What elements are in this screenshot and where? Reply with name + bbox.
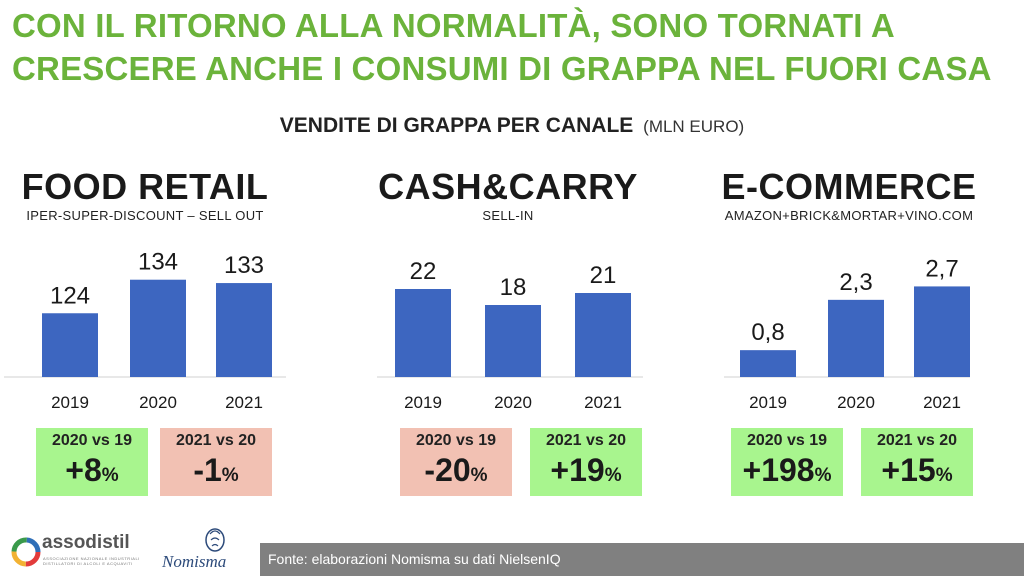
x-tick-label: 2021 (923, 393, 961, 412)
x-tick-label: 2021 (584, 393, 622, 412)
growth-badge: 2020 vs 19 +8% (36, 428, 148, 496)
bar-chart-cash-carry: 22 2019 18 2020 21 2021 (377, 258, 643, 412)
badge-value: -20% (400, 452, 512, 494)
badge-percent: % (935, 465, 953, 486)
badge-value: +15% (861, 452, 973, 494)
badge-label: 2021 vs 20 (876, 432, 958, 449)
data-label: 22 (410, 258, 437, 285)
badge-percent: % (221, 465, 239, 486)
data-label: 0,8 (751, 319, 784, 346)
badge-number: +15 (881, 452, 936, 488)
page-headline: CON IL RITORNO ALLA NORMALITÀ, SONO TORN… (12, 4, 1012, 90)
x-tick-label: 2020 (494, 393, 532, 412)
badge-value: +19% (530, 452, 642, 494)
bar-2020 (130, 279, 186, 377)
data-label: 2,7 (925, 255, 958, 282)
source-footer: Fonte: elaborazioni Nomisma su dati Niel… (260, 543, 1024, 576)
badge-number: +198 (742, 452, 815, 488)
bar-2021 (575, 293, 631, 377)
badge-number: +19 (550, 452, 605, 488)
growth-badge: 2021 vs 20 +19% (530, 428, 642, 496)
bar-2021 (914, 286, 970, 377)
growth-badge: 2020 vs 19 +198% (731, 428, 843, 496)
panel-title: E-COMMERCE (721, 166, 977, 207)
growth-badge: 2020 vs 19 -20% (400, 428, 512, 496)
badge-label: 2020 vs 19 (51, 432, 133, 449)
panel-e-commerce: E-COMMERCE AMAZON+BRICK&MORTAR+VINO.COM … (704, 166, 994, 506)
bar-2020 (828, 299, 884, 377)
headline-line-2: CRESCERE ANCHE I CONSUMI DI GRAPPA NEL F… (12, 50, 992, 87)
bar-2019 (42, 313, 98, 377)
x-tick-label: 2021 (225, 393, 263, 412)
badge-value: +198% (731, 452, 843, 494)
panel-title: FOOD RETAIL (21, 166, 269, 207)
growth-badge: 2021 vs 20 +15% (861, 428, 973, 496)
bar-2020 (485, 305, 541, 377)
x-tick-label: 2019 (51, 393, 89, 412)
data-label: 18 (500, 274, 527, 301)
x-tick-label: 2020 (139, 393, 177, 412)
headline-line-1: CON IL RITORNO ALLA NORMALITÀ, SONO TORN… (12, 7, 895, 44)
badge-value: +8% (36, 452, 148, 494)
panel-food-retail: FOOD RETAIL IPER-SUPER-DISCOUNT – SELL O… (0, 166, 290, 506)
badge-value: -1% (160, 452, 272, 494)
assodistil-logo: assodistil ASSOCIAZIONE NAZIONALE INDUST… (8, 526, 158, 572)
assodistil-tagline: ASSOCIAZIONE NAZIONALE INDUSTRIALI DISTI… (43, 556, 140, 566)
nomisma-emblem-icon (205, 528, 225, 552)
bar-2019 (740, 350, 796, 377)
bar-chart-e-commerce: 0,8 2019 2,3 2020 2,7 2021 (724, 255, 970, 412)
badge-label: 2020 vs 19 (746, 432, 828, 449)
bar-2021 (216, 283, 272, 377)
badge-label: 2020 vs 19 (415, 432, 497, 449)
growth-badge: 2021 vs 20 -1% (160, 428, 272, 496)
source-text: Fonte: elaborazioni Nomisma su dati Niel… (268, 551, 561, 567)
panel-title: CASH&CARRY (378, 166, 638, 207)
badge-percent: % (101, 465, 119, 486)
badge-percent: % (604, 465, 622, 486)
badge-number: +8 (65, 452, 102, 488)
chart-section-title: VENDITE DI GRAPPA PER CANALE (MLN EURO) (0, 114, 1024, 138)
data-label: 21 (590, 262, 617, 289)
assodistil-wordmark: assodistil (42, 532, 130, 553)
panel-subtitle: AMAZON+BRICK&MORTAR+VINO.COM (724, 208, 974, 223)
badge-percent: % (470, 465, 488, 486)
data-label: 124 (50, 282, 90, 309)
nomisma-wordmark: Nomisma (162, 552, 227, 571)
x-tick-label: 2019 (749, 393, 787, 412)
bar-2019 (395, 289, 451, 377)
badge-label: 2021 vs 20 (545, 432, 627, 449)
x-tick-label: 2020 (837, 393, 875, 412)
badge-number: -20 (424, 452, 471, 488)
panel-subtitle: SELL-IN (482, 208, 534, 223)
section-title-unit: (MLN EURO) (643, 117, 745, 136)
nomisma-logo: Nomisma (160, 526, 250, 574)
bar-chart-food-retail: 124 2019 134 2020 133 2021 (4, 249, 286, 412)
x-tick-label: 2019 (404, 393, 442, 412)
section-title-text: VENDITE DI GRAPPA PER CANALE (279, 114, 634, 137)
badge-number: -1 (193, 452, 222, 488)
badge-label: 2021 vs 20 (175, 432, 257, 449)
data-label: 2,3 (839, 269, 872, 296)
assodistil-emblem-icon (11, 537, 41, 567)
panel-subtitle: IPER-SUPER-DISCOUNT – SELL OUT (26, 208, 264, 223)
data-label: 133 (224, 252, 264, 279)
data-label: 134 (138, 249, 178, 276)
panel-cash-carry: CASH&CARRY SELL-IN 22 2019 18 2020 21 2021 20… (363, 166, 653, 506)
badge-percent: % (814, 465, 832, 486)
